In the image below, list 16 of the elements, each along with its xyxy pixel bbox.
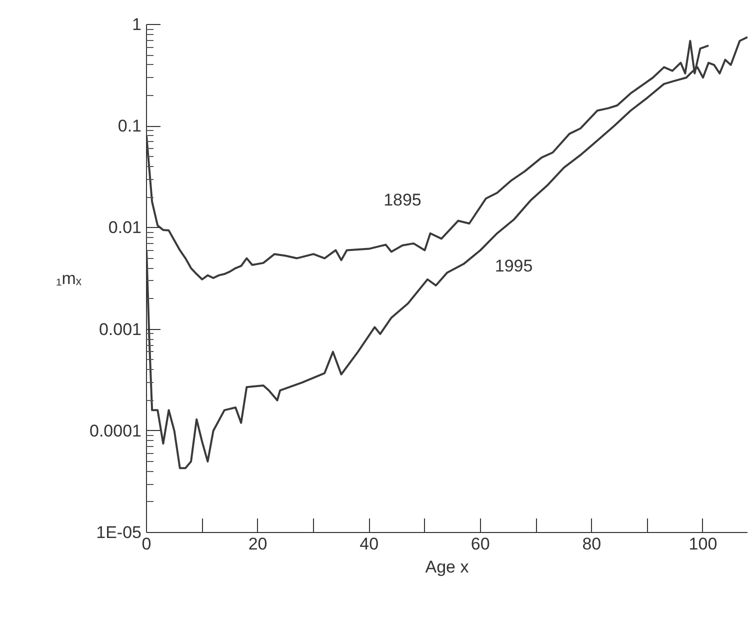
x-tick-label: 20 [248,534,268,554]
y-tick-label: 0.0001 [90,421,142,440]
y-tick-label: 0.1 [118,116,142,136]
x-tick-label: 0 [142,534,152,554]
series-label: 1895 [384,190,422,210]
x-tick-label: 80 [582,534,602,554]
x-tick-label: 40 [360,534,379,554]
y-tick-label: 1 [132,15,142,34]
series-label: 1995 [494,256,533,276]
x-axis-title: Age x [425,558,470,576]
y-tick-label: 0.001 [98,320,142,339]
y-axis-title: ₁mₓ [56,269,82,288]
x-tick-label: 60 [470,534,490,554]
x-tick-label: 100 [688,534,718,554]
y-tick-label: 1E-05 [96,523,142,542]
y-tick-label: 0.01 [108,218,142,238]
